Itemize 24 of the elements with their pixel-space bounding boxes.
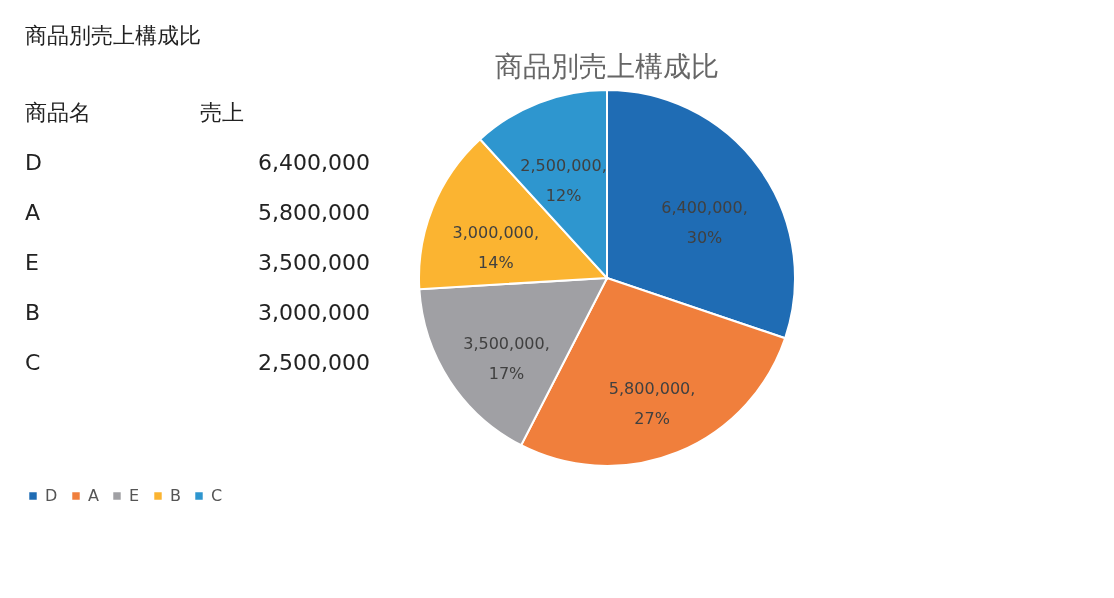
data-label: 3,000,000, 14% [452,222,540,272]
chart-title: 商品別売上構成比 [495,50,719,83]
data-label: 6,400,000, 30% [661,198,748,248]
text: E [25,250,39,275]
data-label: 2,500,000, 12% [520,156,607,206]
text: 商品名 [25,100,91,125]
legend-label: A [88,486,99,505]
text: 3,500,000 [258,250,370,275]
legend-label: B [170,486,181,505]
data-label: 3,500,000, 17% [463,333,550,383]
text: C [25,350,41,375]
text: 商品別売上構成比 [25,23,201,48]
text: D [25,150,42,175]
legend-label: C [211,486,223,505]
legend-label: E [129,486,140,505]
text: 2,500,000 [258,350,370,375]
text: B [25,300,41,325]
text: 5,800,000 [258,200,370,225]
text: 6,400,000 [258,150,370,175]
text: 売上 [200,100,244,125]
text: A [25,200,41,225]
data-label: 5,800,000, 27% [608,379,696,429]
text: 3,000,000 [258,300,370,325]
legend-label: D [45,486,58,505]
